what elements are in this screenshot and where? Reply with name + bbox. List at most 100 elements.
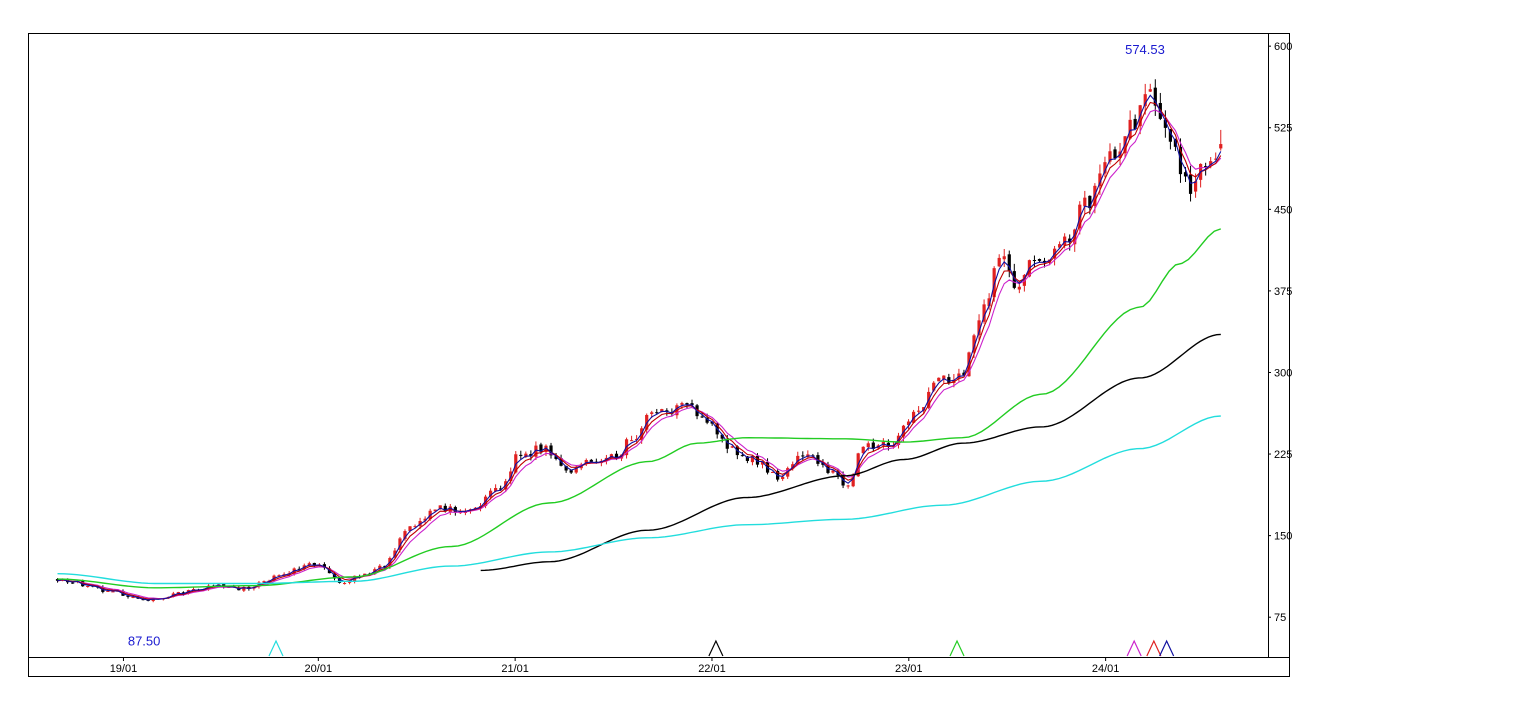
candle-body bbox=[1148, 89, 1152, 92]
candle-body bbox=[297, 568, 301, 570]
candle-body bbox=[932, 382, 936, 391]
candle bbox=[413, 524, 417, 528]
candle-body bbox=[629, 440, 634, 442]
candle-body bbox=[1037, 259, 1042, 261]
candle-body bbox=[589, 459, 593, 462]
candle-body bbox=[488, 490, 493, 497]
candle bbox=[86, 585, 90, 588]
candle-body bbox=[831, 470, 835, 473]
candle bbox=[906, 419, 911, 430]
candle-body bbox=[494, 487, 498, 492]
candle-body bbox=[846, 485, 850, 487]
candle-body bbox=[569, 470, 573, 473]
candle-body bbox=[972, 335, 976, 353]
candle-body bbox=[1209, 161, 1213, 166]
candle-body bbox=[574, 467, 578, 473]
candle bbox=[977, 314, 981, 342]
candle bbox=[277, 574, 281, 577]
candle bbox=[866, 441, 870, 451]
x-tick-label: 23/01 bbox=[895, 663, 923, 675]
candle-body bbox=[393, 550, 397, 558]
candle-body bbox=[131, 596, 135, 598]
candle-body bbox=[982, 304, 986, 322]
x-tick-label: 21/01 bbox=[501, 663, 529, 675]
candle-body bbox=[947, 377, 951, 383]
candle bbox=[982, 299, 986, 324]
candle-body bbox=[725, 438, 729, 449]
candle bbox=[1002, 248, 1006, 268]
candle bbox=[307, 561, 311, 567]
candle-body bbox=[539, 444, 543, 452]
candle-body bbox=[564, 465, 568, 471]
candle-body bbox=[1042, 260, 1047, 263]
candle-body bbox=[1128, 119, 1132, 139]
candle-body bbox=[378, 565, 382, 569]
candle-body bbox=[937, 377, 941, 382]
candle-body bbox=[906, 421, 911, 426]
candle-body bbox=[1088, 195, 1092, 209]
candle-body bbox=[1193, 181, 1198, 192]
candle-body bbox=[861, 446, 865, 454]
candle-body bbox=[126, 595, 130, 597]
candle bbox=[796, 451, 800, 465]
candle-body bbox=[86, 586, 90, 588]
candle-body bbox=[524, 453, 528, 458]
candle-body bbox=[977, 320, 981, 336]
candle-body bbox=[1002, 256, 1006, 260]
signal-marker bbox=[1159, 639, 1175, 657]
candle-body bbox=[1063, 236, 1067, 246]
candle-body bbox=[1143, 94, 1147, 107]
candle bbox=[1113, 146, 1117, 160]
candle-body bbox=[242, 586, 246, 591]
candle bbox=[524, 451, 528, 459]
candle-body bbox=[519, 454, 523, 456]
candle-body bbox=[71, 582, 75, 584]
candle-body bbox=[760, 461, 765, 465]
candle-body bbox=[1103, 162, 1107, 174]
candle bbox=[403, 529, 407, 541]
candle-body bbox=[635, 438, 639, 440]
y-tick-label: 450 bbox=[1274, 204, 1292, 216]
candle-body bbox=[106, 590, 110, 592]
candle-body bbox=[1168, 129, 1173, 142]
candle-body bbox=[650, 412, 654, 414]
candle-body bbox=[730, 446, 734, 448]
candle-body bbox=[851, 475, 855, 487]
signal-marker bbox=[949, 639, 965, 657]
candle-body bbox=[544, 445, 548, 453]
signal-marker bbox=[268, 639, 284, 657]
candle-body bbox=[1163, 119, 1167, 128]
candle-body bbox=[433, 509, 437, 512]
candle-body bbox=[332, 573, 337, 579]
y-tick-label: 525 bbox=[1274, 123, 1292, 135]
candle-body bbox=[549, 445, 553, 456]
candle bbox=[1007, 250, 1011, 278]
ma-green-line bbox=[57, 228, 1222, 589]
signal-markers-layer bbox=[268, 639, 1175, 657]
candle bbox=[690, 399, 694, 408]
candle-body bbox=[438, 505, 442, 509]
candle-body bbox=[307, 563, 311, 566]
y-tick-label: 75 bbox=[1274, 612, 1286, 624]
candle-body bbox=[1183, 172, 1188, 177]
candle bbox=[846, 484, 850, 489]
candle-body bbox=[710, 421, 714, 424]
candle-body bbox=[277, 575, 281, 577]
candle bbox=[635, 435, 639, 444]
candle bbox=[629, 435, 634, 442]
candle-body bbox=[383, 565, 387, 567]
candle bbox=[1133, 114, 1137, 130]
candle-body bbox=[660, 409, 664, 412]
candle-body bbox=[529, 454, 533, 457]
candle-body bbox=[337, 578, 342, 583]
candle-body bbox=[423, 518, 427, 521]
candle-body bbox=[312, 562, 316, 566]
candle bbox=[342, 581, 347, 585]
candle-body bbox=[740, 455, 744, 457]
candle-body bbox=[191, 589, 196, 591]
candle-body bbox=[151, 598, 155, 602]
extreme-label: 87.50 bbox=[128, 634, 161, 649]
candle-body bbox=[55, 579, 60, 581]
candle-body bbox=[1032, 260, 1037, 262]
